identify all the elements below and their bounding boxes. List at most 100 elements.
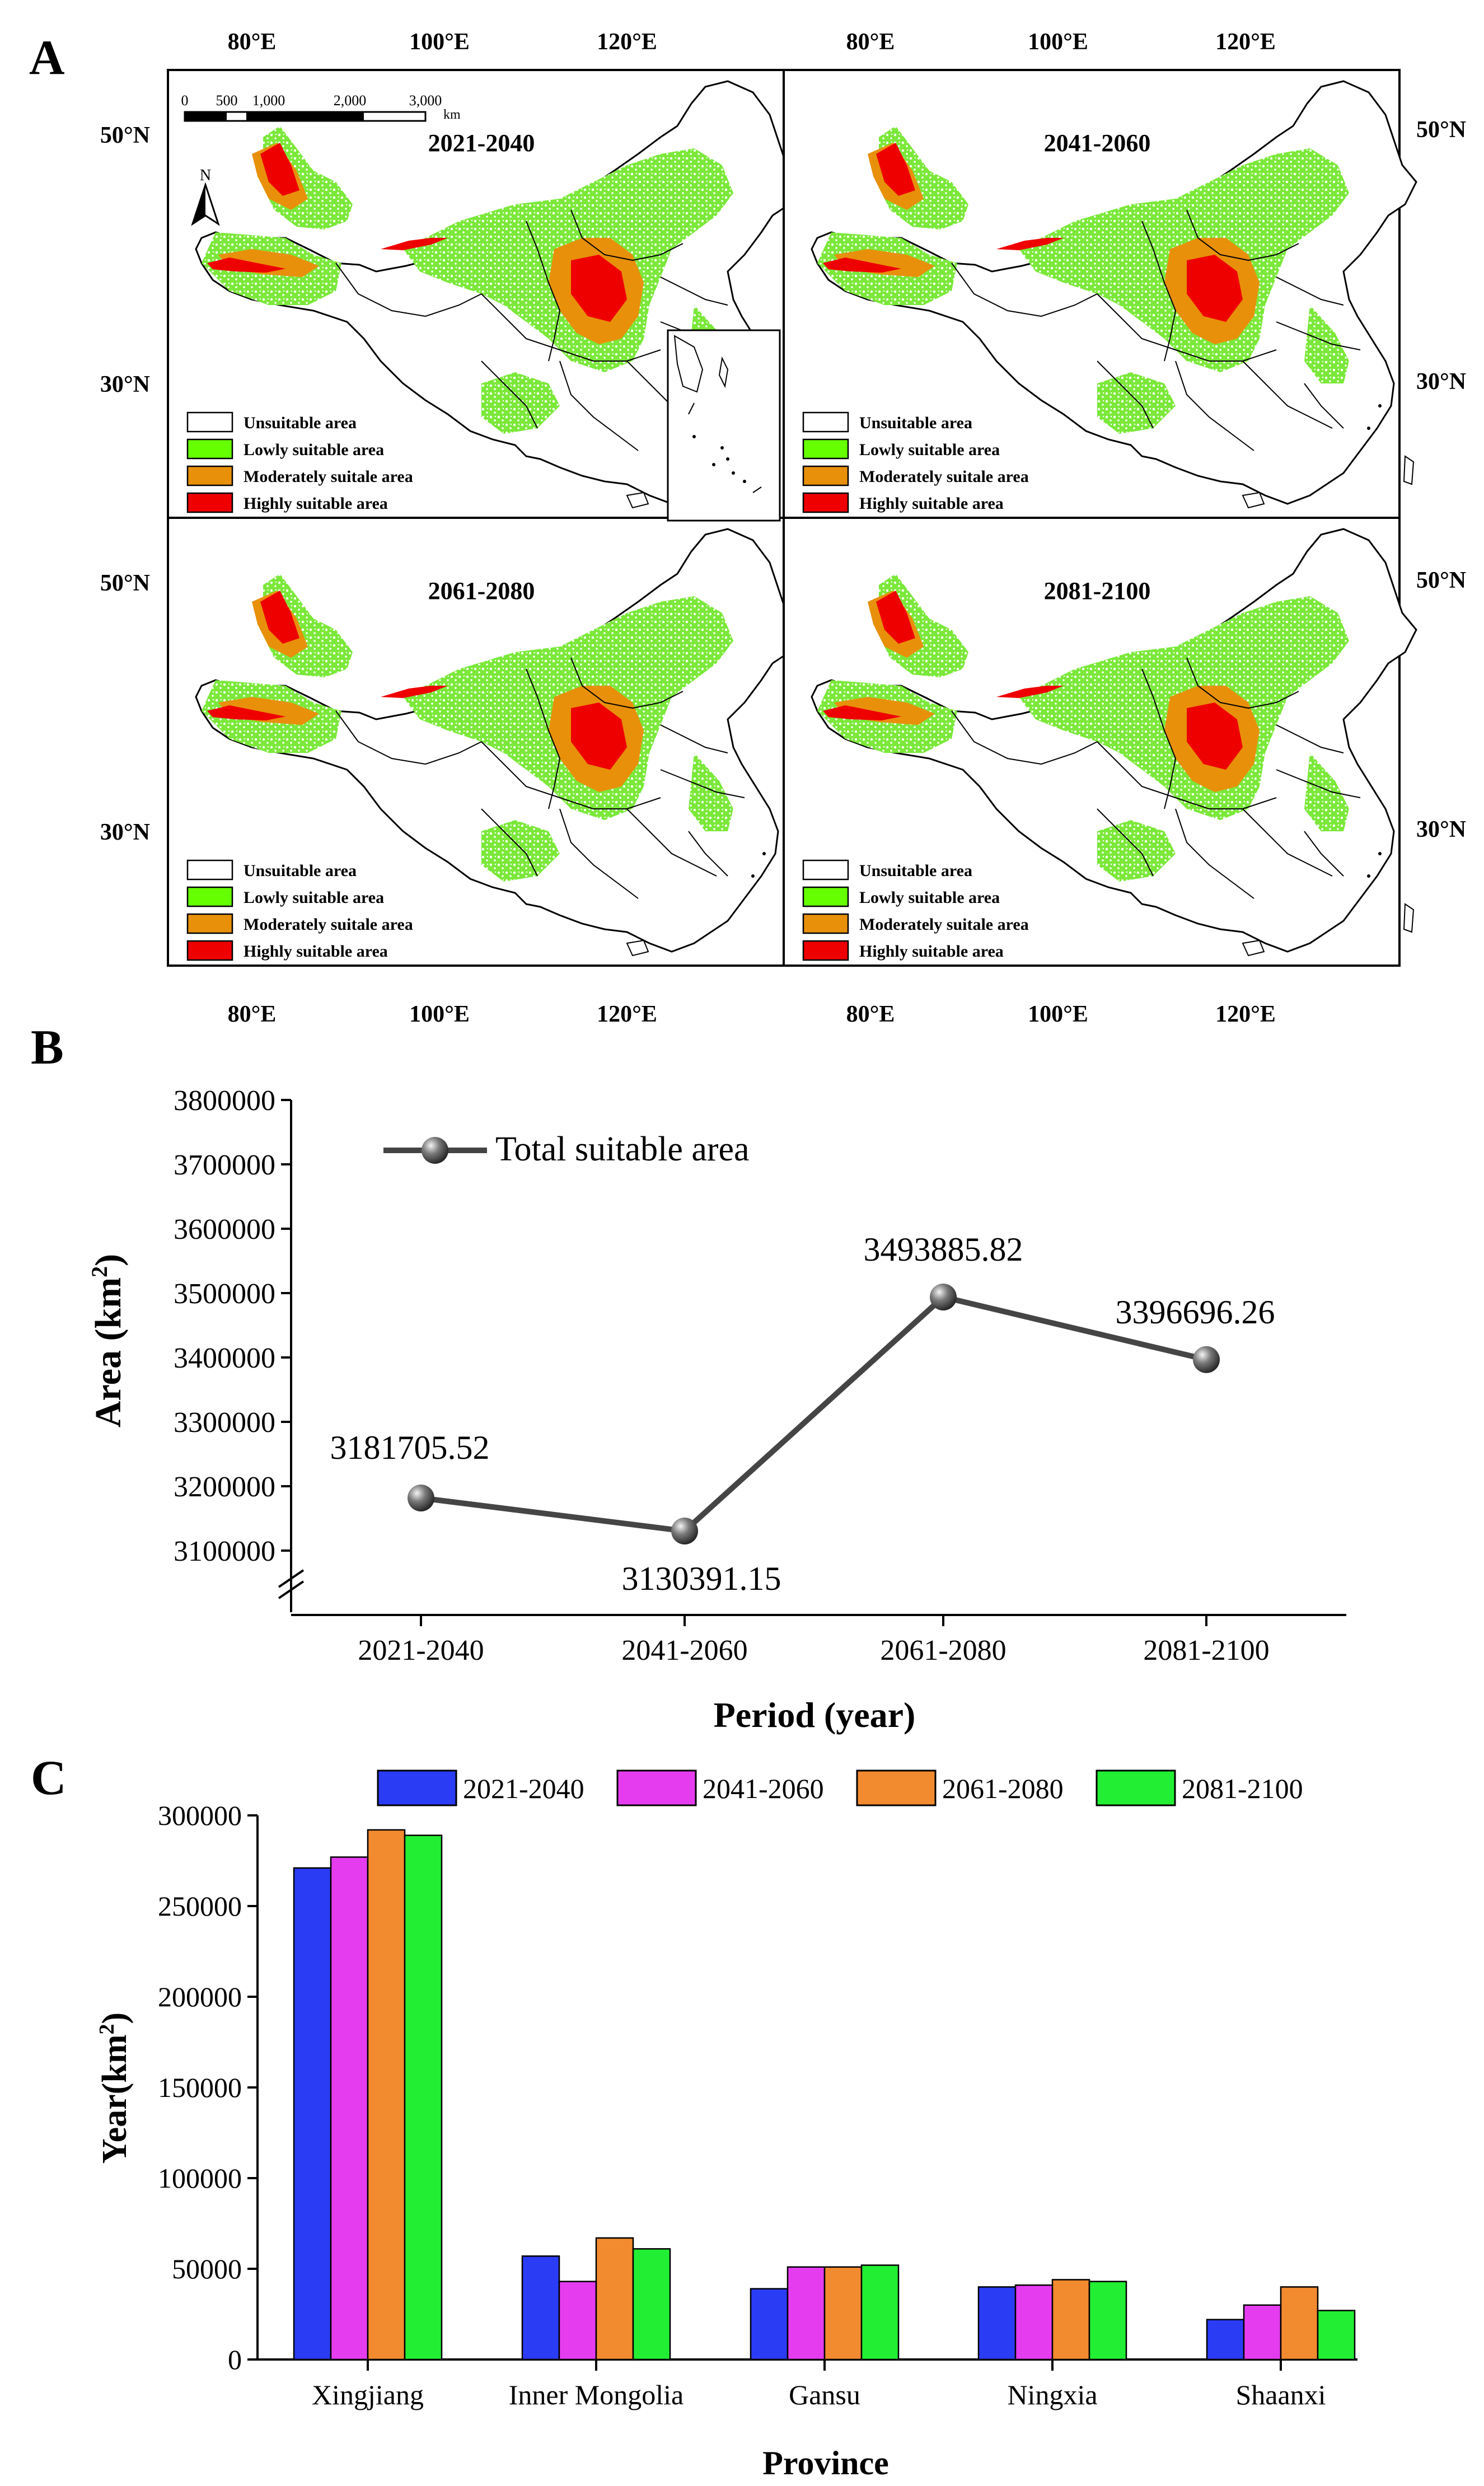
y-tick-label: 200000 — [158, 1981, 242, 2012]
legend-label: Unsuitable area — [859, 414, 972, 432]
line-x-label: Period (year) — [714, 1695, 916, 1735]
legend-swatch — [186, 913, 233, 934]
bar — [404, 1834, 443, 2361]
y-tick-label: 100000 — [158, 2162, 242, 2194]
bar — [330, 1856, 369, 2361]
legend-swatch — [856, 1769, 937, 1806]
legend-label: 2041-2060 — [703, 1773, 824, 1804]
map-panel-2081-2100: 2081-2100 Unsuitable area Lowly suitable a… — [783, 517, 1417, 967]
legend-swatch — [802, 411, 849, 433]
legend-label: 2061-2080 — [942, 1773, 1064, 1804]
bar-x-label: Province — [762, 2445, 889, 2482]
panel-label-b: B — [31, 1020, 64, 1075]
legend-label: Lowly suitable area — [859, 441, 1000, 459]
bar-chart: 0 50000 100000 150000 200000 250000 300000 Xin… — [95, 1769, 1357, 2482]
legend-label: Unsuitable area — [244, 862, 357, 880]
bar — [977, 2286, 1017, 2361]
lon-tick: 100°E — [409, 1001, 470, 1027]
legend-swatch — [802, 886, 849, 907]
data-label: 3181705.52 — [330, 1429, 490, 1466]
bar — [860, 2264, 900, 2361]
legend-swatch — [802, 940, 849, 961]
panel-label-a: A — [29, 31, 65, 85]
axis-break-icon — [278, 1569, 305, 1599]
scale-tick: 3,000 — [409, 92, 442, 109]
bar — [1317, 2310, 1356, 2361]
y-tick-label: 50000 — [172, 2253, 242, 2284]
data-label: 3130391.15 — [622, 1560, 781, 1597]
lon-tick: 100°E — [409, 29, 470, 55]
lon-tick: 80°E — [228, 29, 277, 55]
north-label: N — [200, 167, 211, 184]
legend-swatch — [1096, 1769, 1176, 1806]
bar-series — [293, 1829, 1356, 2361]
y-tick-label: 150000 — [158, 2072, 242, 2103]
x-tick-label: Gansu — [789, 2379, 860, 2410]
x-tick-label: 2021-2040 — [358, 1635, 484, 1666]
bar — [632, 2248, 671, 2361]
legend-label: Highly suitable area — [244, 494, 388, 513]
x-tick-label: Inner Mongolia — [509, 2379, 684, 2410]
y-tick-label: 3400000 — [174, 1342, 275, 1374]
scale-unit: km — [443, 107, 461, 122]
legend-swatch — [186, 411, 233, 433]
bar — [1280, 2286, 1319, 2361]
line-legend-label: Total suitable area — [495, 1130, 750, 1168]
map-period-title: 2081-2100 — [1044, 577, 1151, 605]
x-tick-label: 2081-2100 — [1143, 1635, 1269, 1666]
map-bottom-lon-ticks: 80°E 100°E 120°E 80°E 100°E 120°E — [228, 1001, 1276, 1027]
legend-label: Highly suitable area — [244, 942, 388, 961]
legend-label: Highly suitable area — [859, 494, 1004, 513]
lon-tick: 80°E — [846, 29, 895, 55]
legend-label: Lowly suitable area — [244, 888, 384, 907]
lon-tick: 80°E — [228, 1001, 277, 1027]
x-tick-label: Xingjiang — [312, 2379, 424, 2410]
legend-label: Highly suitable area — [859, 942, 1004, 961]
scale-tick: 500 — [216, 92, 238, 109]
legend-label: Moderately suitale area — [244, 915, 413, 934]
scale-tick: 0 — [181, 92, 189, 109]
y-tick-label: 3600000 — [174, 1214, 275, 1246]
data-point — [408, 1485, 434, 1512]
legend-swatch — [802, 913, 849, 934]
legend-label: Moderately suitale area — [244, 467, 413, 486]
legend-swatch — [616, 1769, 697, 1806]
y-tick-label: 300000 — [158, 1800, 242, 1831]
bar — [521, 2255, 560, 2361]
y-tick-label: 3800000 — [174, 1085, 275, 1117]
line-chart: 3100000 3200000 3300000 3400000 3500000 36000… — [87, 1085, 1346, 1735]
bar-y-ticks: 0 50000 100000 150000 200000 250000 300000 — [158, 1800, 258, 2375]
data-point — [930, 1284, 957, 1311]
map-panel-2041-2060: 2041-2060 Unsuitable area Lowly suitable a… — [783, 69, 1417, 519]
x-tick-label: Shaanxi — [1235, 2379, 1326, 2410]
bar — [293, 1867, 332, 2361]
legend-label: Unsuitable area — [859, 862, 972, 880]
map-top-lon-ticks: 80°E 100°E 120°E 80°E 100°E 120°E — [228, 29, 1276, 55]
legend-marker-icon — [422, 1137, 448, 1164]
bar — [787, 2266, 826, 2361]
bar — [367, 1829, 406, 2361]
lat-tick: 50°N — [100, 570, 150, 596]
legend-swatch — [186, 940, 233, 961]
x-tick-label: Ningxia — [1007, 2379, 1097, 2410]
bar — [750, 2288, 789, 2361]
panel-label-c: C — [31, 1751, 67, 1805]
y-tick-label: 3100000 — [174, 1535, 275, 1567]
y-tick-label: 0 — [228, 2344, 242, 2375]
map-panels: 2021-2040 Unsuitable area Lowly suitable a… — [167, 69, 1417, 967]
legend-swatch — [802, 438, 849, 460]
lat-tick: 30°N — [100, 372, 150, 397]
bar — [1051, 2279, 1090, 2361]
line-series: 3181705.52 3130391.15 3493885.82 3396696.26 — [330, 1231, 1275, 1597]
y-tick-label: 3500000 — [174, 1278, 275, 1310]
legend-swatch — [186, 859, 233, 881]
legend-swatch — [186, 438, 233, 460]
lon-tick: 120°E — [597, 29, 657, 55]
legend-swatch — [186, 886, 233, 907]
scale-bar: 0 500 1,000 2,000 3,000 km — [181, 92, 461, 122]
y-tick-label: 250000 — [158, 1890, 242, 1922]
line-y-label: Area (km2) — [87, 1254, 129, 1427]
lon-tick: 120°E — [1215, 29, 1276, 55]
south-china-sea-inset — [667, 329, 781, 522]
scale-tick: 1,000 — [252, 92, 285, 109]
